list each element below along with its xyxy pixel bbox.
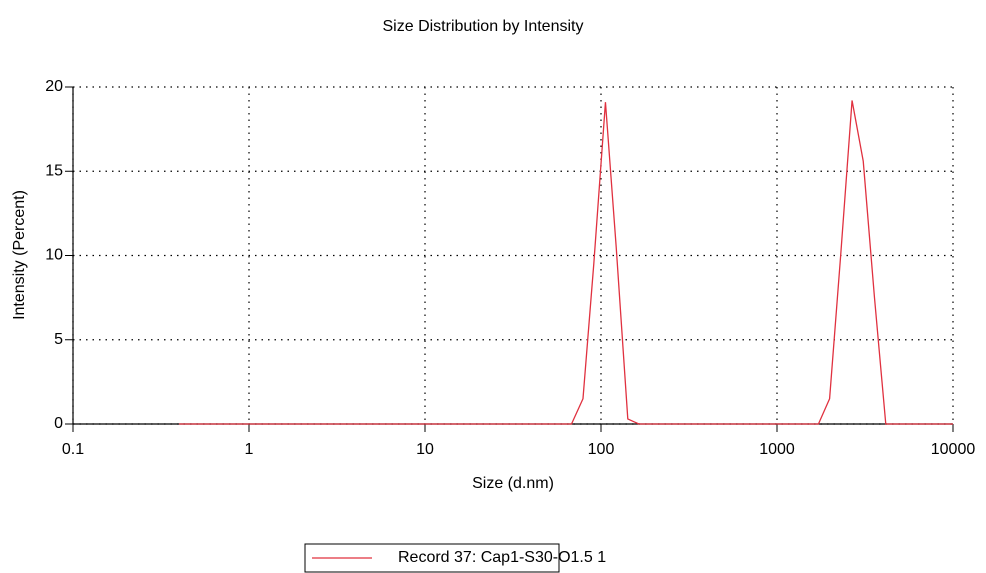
y-tick-label: 20 (45, 78, 63, 95)
x-tick-label: 0.1 (62, 441, 84, 458)
legend-label: Record 37: Cap1-S30-O1.5 1 (398, 549, 606, 566)
chart-title: Size Distribution by Intensity (383, 18, 584, 35)
y-tick-label: 15 (45, 162, 63, 179)
x-tick-label: 10000 (931, 441, 976, 458)
x-axis-label: Size (d.nm) (472, 475, 554, 492)
y-tick-label: 5 (54, 331, 63, 348)
x-tick-label: 10 (416, 441, 434, 458)
x-tick-label: 100 (588, 441, 615, 458)
y-tick-label: 10 (45, 247, 63, 264)
y-tick-label: 0 (54, 415, 63, 432)
x-tick-label: 1000 (759, 441, 795, 458)
data-line (178, 100, 953, 425)
x-tick-label: 1 (245, 441, 254, 458)
y-axis-label: Intensity (Percent) (11, 190, 28, 320)
